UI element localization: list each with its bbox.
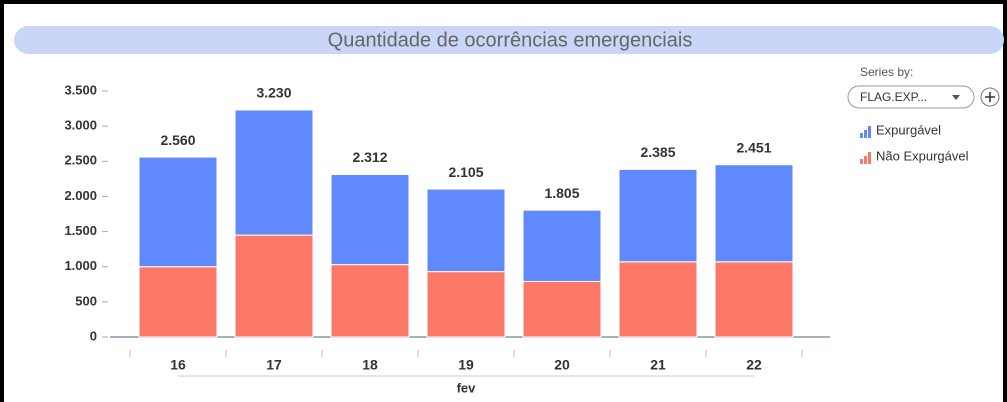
total-label: 1.805 (544, 185, 579, 201)
bar-segment (138, 266, 218, 338)
bar-segment (330, 173, 410, 266)
total-label: 2.312 (352, 149, 387, 165)
bar-segment (330, 264, 410, 338)
bar-segment (426, 271, 506, 338)
y-tick-label: 500 (75, 293, 97, 308)
legend-label: Não Expurgável (876, 148, 969, 163)
y-tick-label: 2.500 (64, 153, 97, 168)
bar-segment (522, 280, 602, 338)
chart-title: Quantidade de ocorrências emergenciais (328, 29, 693, 51)
y-tick-label: 3.000 (64, 118, 97, 133)
add-icon (985, 92, 995, 102)
legend-icon (868, 152, 871, 164)
legend-icon (864, 130, 867, 138)
legend-icon (860, 159, 863, 164)
legend-icon (868, 126, 871, 138)
x-axis-label: fev (457, 380, 477, 395)
bar-segment (714, 261, 794, 338)
x-tick-label: 19 (458, 357, 474, 373)
bar-segment (426, 188, 506, 273)
total-label: 2.451 (736, 139, 771, 155)
x-tick-label: 17 (266, 357, 282, 373)
total-label: 3.230 (256, 85, 291, 101)
bar-segment (714, 164, 794, 263)
bar-segment (234, 109, 314, 236)
legend-icon (860, 133, 863, 138)
dropdown-arrow (952, 95, 960, 100)
bar-segment (618, 261, 698, 338)
y-tick-label: 2.000 (64, 188, 97, 203)
y-tick-label: 3.500 (64, 82, 97, 97)
x-tick-label: 16 (170, 357, 186, 373)
y-tick-label: 0 (90, 328, 97, 343)
bar-segment (138, 156, 218, 268)
legend-label: Expurgável (876, 122, 941, 137)
total-label: 2.105 (448, 164, 483, 180)
x-tick-label: 20 (554, 357, 570, 373)
title-bar (14, 26, 1004, 54)
x-tick-label: 18 (362, 357, 378, 373)
total-label: 2.385 (640, 144, 675, 160)
bar-segment (234, 234, 314, 338)
bar-segment (618, 168, 698, 263)
y-tick-label: 1.500 (64, 223, 97, 238)
y-tick-label: 1.000 (64, 258, 97, 273)
x-tick-label: 22 (746, 357, 762, 373)
total-label: 2.560 (160, 132, 195, 148)
x-tick-label: 21 (650, 357, 666, 373)
bar-segment (522, 209, 602, 282)
legend-icon (864, 156, 867, 164)
series-selector-text: FLAG.EXP... (860, 90, 927, 104)
series-selector[interactable] (847, 85, 975, 109)
legend-title: Series by: (860, 65, 913, 79)
